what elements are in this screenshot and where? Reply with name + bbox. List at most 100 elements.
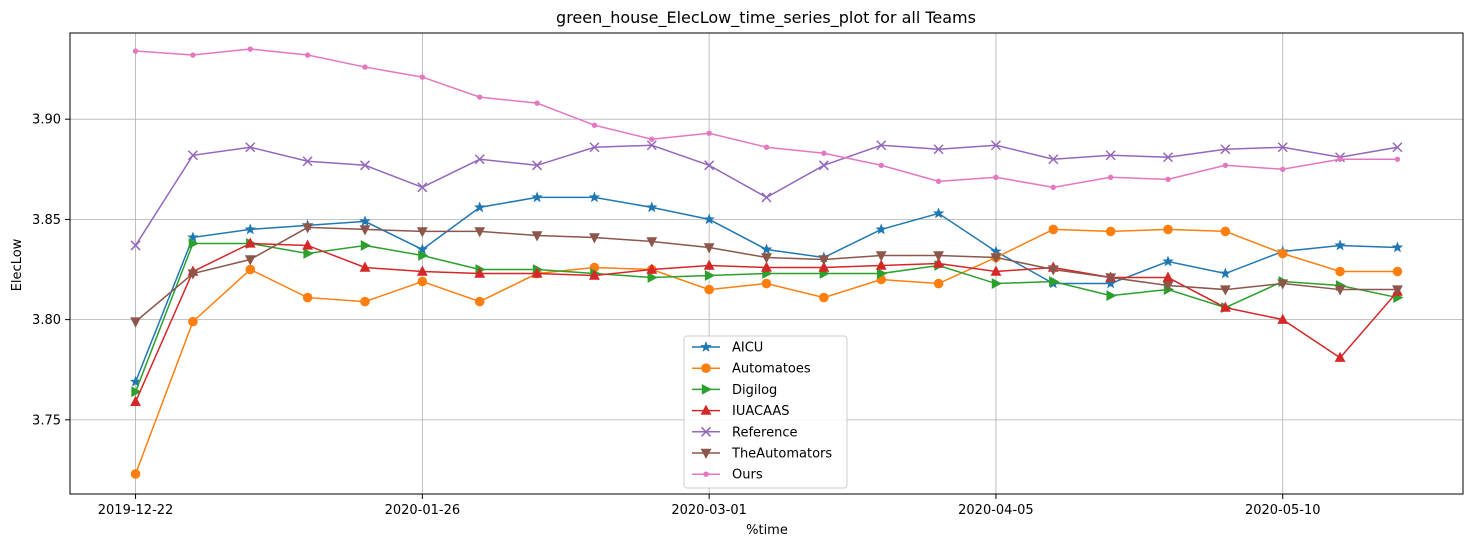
triangle-right-marker [360, 240, 371, 251]
star-marker [990, 245, 1002, 257]
triangle-down-marker [1277, 279, 1289, 290]
circle-marker [1335, 266, 1345, 277]
triangle-up-marker [1334, 351, 1346, 362]
y-tick-label: 3.90 [32, 113, 61, 128]
triangle-down-marker [1162, 281, 1174, 292]
circle-marker [761, 278, 772, 289]
x-marker [1220, 144, 1231, 155]
point-marker [993, 174, 999, 181]
x-marker [700, 426, 712, 437]
triangle-up-marker [531, 267, 543, 278]
triangle-down-marker [1219, 285, 1231, 296]
legend-item-aicu: AICU [692, 341, 763, 356]
triangle-right-marker [303, 248, 314, 259]
point-marker [419, 74, 426, 80]
triangle-up-marker [646, 263, 658, 274]
point-marker [878, 162, 884, 168]
y-tick-label: 3.75 [32, 413, 61, 428]
triangle-up-marker [1277, 313, 1289, 324]
circle-marker [245, 264, 256, 275]
circle-marker [1277, 248, 1288, 259]
x-marker [818, 160, 829, 171]
triangle-right-marker [131, 386, 142, 398]
star-marker [187, 231, 199, 243]
star-marker [416, 243, 429, 255]
point-marker [763, 144, 770, 150]
point-marker [190, 52, 196, 58]
triangle-down-marker [1334, 285, 1346, 296]
plot-area-frame [69, 32, 1464, 495]
triangle-down-marker [474, 227, 486, 238]
x-axis-ticks: 2019-12-22 2020-01-26 2020-03-01 2020-04-05… [98, 494, 1321, 518]
triangle-down-marker [990, 253, 1002, 264]
star-marker [700, 341, 712, 352]
triangle-down-marker [875, 251, 887, 262]
x-marker [474, 154, 485, 165]
x-tick-label: 2020-04-05 [958, 503, 1034, 518]
x-marker [302, 156, 313, 167]
triangle-up-marker [130, 395, 141, 406]
x-marker [1277, 142, 1288, 153]
point-marker [706, 130, 712, 136]
triangle-up-marker [1162, 271, 1174, 282]
triangle-down-marker [531, 231, 543, 242]
point-marker [649, 136, 655, 142]
circle-marker [1048, 224, 1059, 235]
x-marker [359, 160, 371, 171]
point-marker [935, 178, 942, 185]
triangle-up-marker [589, 269, 600, 280]
triangle-down-marker [703, 243, 715, 254]
series-theautomators [130, 223, 1403, 328]
point-marker [477, 94, 483, 100]
triangle-down-marker [700, 448, 712, 459]
triangle-down-marker [130, 317, 141, 328]
triangle-down-marker [761, 253, 772, 264]
legend-label: IUACAAS [732, 404, 790, 419]
point-marker [1222, 162, 1229, 168]
point-marker [1280, 166, 1286, 172]
series-line [135, 48, 1398, 189]
point-marker [304, 52, 311, 58]
circle-marker [933, 278, 944, 289]
series-layer [129, 46, 1404, 479]
x-marker [187, 150, 198, 161]
triangle-down-marker [359, 225, 371, 236]
star-marker [244, 223, 256, 235]
circle-marker [474, 296, 485, 307]
x-marker [589, 142, 600, 153]
triangle-up-marker [416, 265, 428, 276]
x-axis-label: %time [746, 523, 788, 538]
legend-item-automatoes: Automatoes [692, 362, 811, 377]
star-marker [1162, 255, 1174, 267]
triangle-down-marker [933, 251, 944, 262]
triangle-down-marker [589, 233, 600, 244]
star-marker [1334, 239, 1346, 251]
y-axis-ticks: 3.75 3.80 3.85 3.90 [32, 113, 70, 428]
star-marker [359, 215, 371, 227]
circle-marker [360, 296, 370, 307]
point-marker [821, 150, 827, 156]
triangle-up-marker [761, 261, 772, 272]
x-marker [761, 192, 772, 203]
point-marker [703, 471, 709, 477]
triangle-right-marker [877, 268, 888, 279]
legend-item-reference: Reference [692, 425, 797, 440]
point-marker [591, 122, 598, 128]
triangle-up-marker [990, 265, 1002, 276]
x-marker [1162, 152, 1174, 163]
triangle-up-marker [302, 239, 314, 250]
x-marker [990, 140, 1001, 151]
x-marker [245, 142, 256, 153]
star-marker [474, 201, 486, 213]
x-marker [1105, 150, 1116, 161]
star-marker [703, 213, 715, 225]
triangle-up-marker [700, 404, 712, 415]
star-marker [1219, 267, 1232, 279]
circle-marker [417, 276, 428, 287]
triangle-up-marker [818, 261, 830, 272]
circle-marker [704, 284, 714, 295]
chart-title: green_house_ElecLow_time_series_plot for… [556, 8, 976, 28]
x-marker [130, 240, 141, 251]
circle-marker [1163, 224, 1173, 235]
